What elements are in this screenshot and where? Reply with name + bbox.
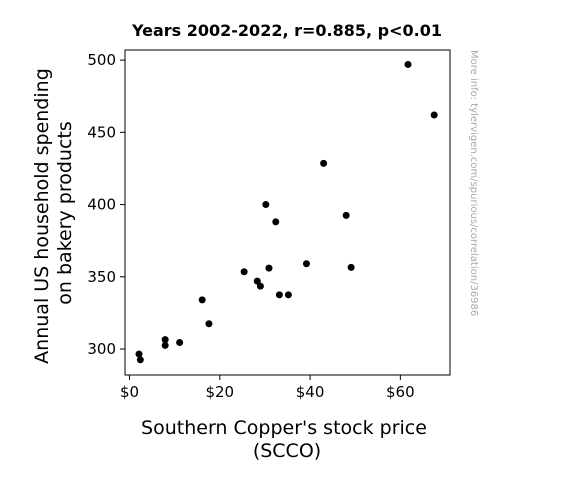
x-axis-label-line-1: Southern Copper's stock price [141, 417, 427, 439]
data-point-12 [265, 264, 273, 272]
y-tick-label-3: 400 [87, 196, 116, 214]
x-axis-label: Southern Copper's stock price (SCCO) [141, 417, 433, 462]
x-tick-label-3: $40 [296, 383, 325, 401]
data-point-5 [176, 339, 184, 346]
plot-area-frame [124, 49, 451, 376]
y-tick-label-5: 500 [87, 51, 116, 69]
data-point-13 [272, 218, 280, 226]
data-point-18 [342, 211, 350, 219]
x-tick-label-4: $60 [386, 383, 415, 401]
data-point-3 [161, 336, 169, 344]
y-axis-label: Annual US household spending on bakery p… [31, 62, 76, 364]
watermark-text: More info: tylervigen.com/spurious/corre… [468, 50, 479, 316]
data-point-2 [136, 356, 144, 364]
data-point-7 [205, 320, 213, 328]
data-point-14 [275, 291, 283, 299]
data-point-21 [430, 111, 438, 119]
data-point-8 [240, 268, 248, 276]
data-point-9 [253, 277, 261, 285]
data-points [135, 60, 438, 364]
data-point-1 [135, 350, 143, 358]
y-axis-label-line-2: on bakery products [54, 121, 76, 305]
y-tick-label-2: 350 [87, 268, 116, 286]
data-point-4 [161, 341, 169, 349]
data-point-11 [262, 201, 270, 209]
data-point-10 [256, 282, 264, 290]
data-point-6 [198, 296, 206, 304]
y-axis-label-line-1: Annual US household spending [31, 68, 53, 364]
data-point-20 [404, 60, 412, 68]
data-point-15 [284, 291, 292, 299]
data-point-16 [302, 260, 310, 268]
x-axis-label-line-2: (SCCO) [253, 440, 321, 462]
x-axis: $0 $20 $40 $60 [120, 375, 415, 401]
x-tick-label-1: $0 [120, 383, 139, 401]
y-axis: 300 350 400 450 500 [87, 51, 125, 358]
data-point-19 [347, 263, 355, 271]
y-tick-label-4: 450 [87, 123, 116, 141]
y-tick-label-1: 300 [87, 340, 116, 358]
data-point-17 [320, 159, 328, 167]
chart-title: Years 2002-2022, r=0.885, p<0.01 [131, 21, 442, 40]
x-tick-label-2: $20 [205, 383, 234, 401]
